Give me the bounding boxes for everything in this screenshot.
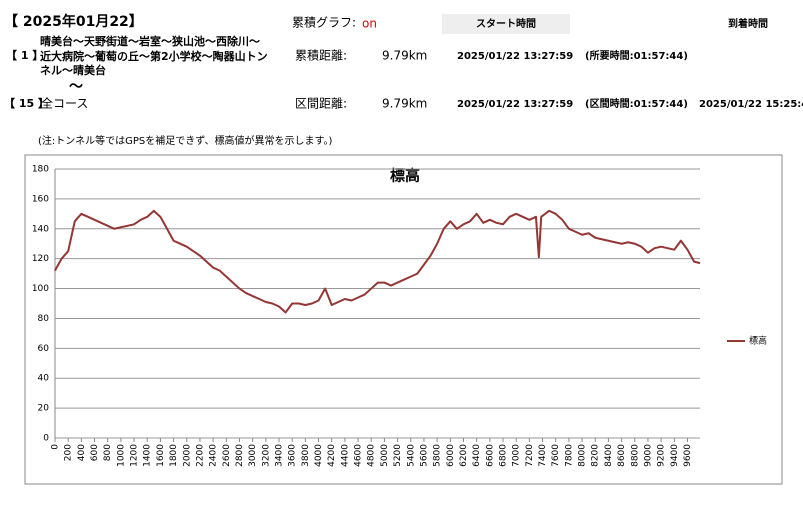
- x-tick-label: 1400: [143, 444, 153, 467]
- x-tick-label: 2400: [209, 444, 219, 467]
- x-tick-label: 1000: [116, 444, 126, 467]
- y-tick-label: 100: [32, 284, 49, 294]
- x-tick-label: 8000: [578, 444, 588, 467]
- y-tick-label: 40: [38, 374, 50, 384]
- separator: 〜: [69, 79, 83, 95]
- x-tick-label: 8600: [617, 444, 627, 467]
- course: 全コース: [41, 96, 88, 111]
- x-tick-label: 2200: [195, 444, 205, 467]
- start-header-box: [442, 14, 570, 34]
- x-tick-label: 400: [77, 444, 87, 461]
- x-tick-label: 9400: [670, 444, 680, 467]
- x-tick-label: 4000: [314, 444, 324, 467]
- dist-label: 累積距離:: [295, 48, 347, 63]
- y-tick-label: 160: [32, 194, 49, 204]
- x-tick-label: 4400: [340, 444, 350, 467]
- x-tick-label: 1600: [156, 444, 166, 467]
- x-tick-label: 6000: [446, 444, 456, 467]
- x-tick-label: 6800: [499, 444, 509, 467]
- x-tick-label: 4600: [354, 444, 364, 467]
- x-tick-label: 7200: [525, 444, 535, 467]
- x-tick-label: 8800: [630, 444, 640, 467]
- x-tick-label: 1200: [130, 444, 140, 467]
- chart-title: 標高: [390, 167, 420, 185]
- x-tick-label: 6400: [472, 444, 482, 467]
- y-tick-label: 60: [38, 344, 50, 354]
- x-tick-label: 200: [64, 444, 74, 461]
- x-tick-label: 1800: [169, 444, 179, 467]
- x-tick-label: 7600: [551, 444, 561, 467]
- row-no: 【 1 】: [6, 49, 43, 62]
- date: 【 2025年01月22】: [4, 13, 143, 30]
- end-header: 到着時間: [728, 17, 768, 30]
- x-tick-label: 8200: [591, 444, 601, 467]
- time: (所要時間:01:57:44): [585, 49, 688, 62]
- x-tick-label: 7800: [564, 444, 574, 467]
- x-tick-label: 7400: [538, 444, 548, 467]
- y-tick-label: 120: [32, 254, 49, 264]
- chart-frame: [24, 154, 783, 485]
- x-tick-label: 5800: [433, 444, 443, 467]
- line: [54, 209, 701, 314]
- y-tick-label: 0: [43, 434, 49, 444]
- x-tick-label: 8400: [604, 444, 614, 467]
- graph-state[interactable]: on: [362, 17, 377, 31]
- end: 2025/01/22 15:25:43: [699, 99, 803, 110]
- x-tick-label: 3400: [275, 444, 285, 467]
- x-tick-label: 600: [90, 444, 100, 461]
- x-tick-label: 9000: [643, 444, 653, 467]
- x-tick-label: 6200: [459, 444, 469, 467]
- row-no: 【 15 】: [4, 97, 49, 110]
- time: (区間時間:01:57:44): [585, 97, 688, 110]
- legend-label: 標高: [749, 335, 767, 347]
- course-line: 近大病院～葡萄の丘～第2小学校～陶器山トン: [40, 49, 268, 63]
- graph-label: 累積グラフ:: [292, 15, 356, 30]
- dist: 9.79km: [382, 49, 427, 63]
- start-header: スタート時間: [476, 17, 536, 30]
- x-tick-label: 6600: [485, 444, 495, 467]
- y-tick-label: 140: [32, 224, 49, 234]
- x-tick-label: 5600: [419, 444, 429, 467]
- x-tick-label: 2600: [222, 444, 232, 467]
- x-tick-label: 9200: [657, 444, 667, 467]
- x-tick-label: 7000: [512, 444, 522, 467]
- y-tick-label: 180: [32, 165, 49, 175]
- y-tick-label: 80: [38, 314, 50, 324]
- x-tick-label: 4200: [327, 444, 337, 467]
- x-tick-label: 3000: [248, 444, 258, 467]
- dist-label: 区間距離:: [295, 97, 347, 111]
- course-line: ネル～晴美台: [40, 63, 106, 77]
- x-tick-label: 5400: [406, 444, 416, 467]
- course-line: 晴美台～天野街道～岩室～狭山池～西除川～: [40, 34, 260, 48]
- x-tick-label: 3600: [288, 444, 298, 467]
- dist: 9.79km: [382, 97, 427, 111]
- x-tick-label: 4800: [367, 444, 377, 467]
- note: (注:トンネル等ではGPSを補足できず、標高値が異常を示します。): [38, 134, 332, 147]
- x-tick-label: 2800: [235, 444, 245, 467]
- start: 2025/01/22 13:27:59: [457, 51, 573, 62]
- start: 2025/01/22 13:27:59: [457, 99, 573, 110]
- x-tick-label: 2000: [182, 444, 192, 467]
- x-tick-label: 5000: [380, 444, 390, 467]
- x-tick-label: 0: [51, 444, 61, 450]
- x-tick-label: 9600: [683, 444, 693, 467]
- x-tick-label: 800: [103, 444, 113, 461]
- x-tick-label: 3800: [301, 444, 311, 467]
- y-tick-label: 20: [38, 404, 50, 414]
- x-tick-label: 3200: [261, 444, 271, 467]
- x-tick-label: 5200: [393, 444, 403, 467]
